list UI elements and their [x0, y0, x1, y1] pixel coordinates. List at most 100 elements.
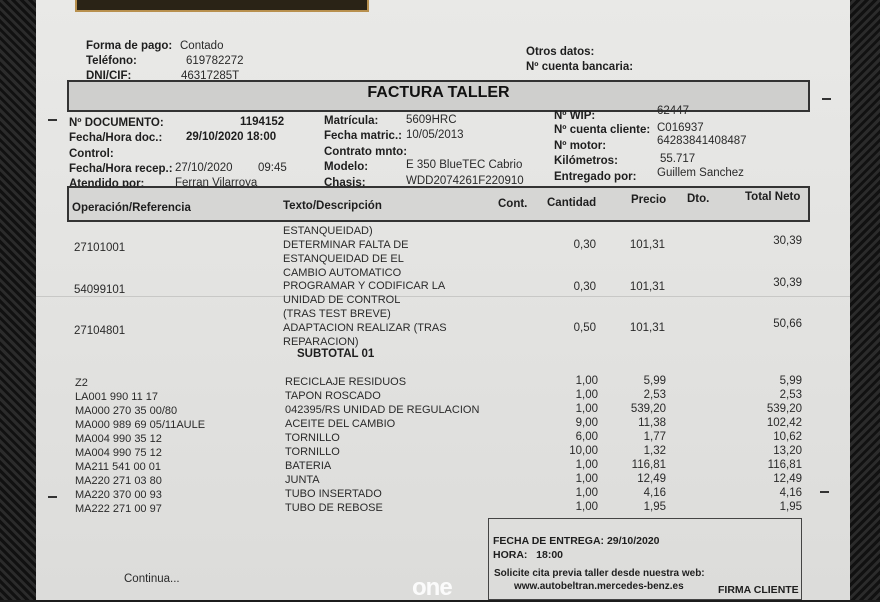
chasis-value: WDD2074261F220910 [406, 175, 524, 187]
part-desc: JUNTA [285, 474, 320, 486]
part-ref: MA220 370 00 93 [75, 489, 162, 501]
km-value: 55.717 [660, 153, 696, 165]
part-ref: MA000 989 69 05/11AULE [75, 419, 206, 431]
forma-pago-label: Forma de pago: [86, 40, 173, 52]
operation-desc-line: (TRAS TEST BREVE) [283, 308, 391, 320]
fecha-doc-value: 29/10/2020 18:00 [186, 131, 277, 143]
part-total: 116,81 [767, 459, 802, 471]
operation-precio: 101,31 [629, 280, 665, 293]
motor-label: Nº motor: [554, 140, 607, 152]
web-link[interactable]: www.autobeltran.mercedes-benz.es [514, 581, 684, 592]
wip-value: 62447 [657, 105, 689, 117]
part-cantidad: 1,00 [575, 389, 598, 401]
fold-line [36, 296, 850, 297]
part-desc: TORNILLO [285, 432, 340, 444]
recep-label: Fecha/Hora recep.: [69, 163, 173, 175]
telefono-value: 619782272 [186, 55, 244, 67]
entregado-value: Guillem Sanchez [657, 167, 744, 179]
part-total: 1,95 [779, 501, 802, 513]
part-cantidad: 1,00 [575, 487, 598, 499]
operation-desc-line: ESTANQUEIDAD) [283, 225, 373, 237]
cita-text: Solicite cita previa taller desde nuestr… [494, 568, 705, 579]
operation-cantidad: 0,30 [573, 280, 596, 293]
operation-ref: 27104801 [74, 325, 126, 337]
part-precio: 4,16 [643, 487, 666, 499]
otros-datos-label: Otros datos: [526, 46, 595, 58]
cuenta-bancaria-label: Nº cuenta bancaria: [526, 61, 634, 73]
modelo-label: Modelo: [324, 161, 369, 173]
part-precio: 12,49 [637, 473, 666, 485]
motor-value: 64283841408487 [657, 135, 747, 147]
dni-value: 46317285T [181, 70, 240, 82]
operation-desc-line: CAMBIO AUTOMATICO [283, 266, 402, 279]
operation-total: 50,66 [773, 318, 802, 330]
col-texto: Texto/Descripción [283, 200, 382, 212]
part-desc: TAPON ROSCADO [285, 390, 381, 402]
operation-desc-line: ADAPTACION REALIZAR (TRAS [283, 321, 447, 334]
part-precio: 539,20 [630, 403, 666, 415]
telefono-label: Teléfono: [86, 55, 137, 67]
part-total: 2,53 [779, 389, 802, 401]
col-total: Total Neto [745, 191, 801, 203]
part-cantidad: 1,00 [575, 473, 598, 485]
operation-ref: 27101001 [74, 242, 126, 254]
fecha-matric-label: Fecha matric.: [324, 130, 402, 142]
margin-mark [48, 496, 57, 498]
operation-desc-line: REPARACION) [283, 335, 359, 348]
margin-mark [820, 491, 829, 493]
part-precio: 2,53 [643, 389, 666, 401]
part-precio: 1,95 [643, 501, 666, 513]
watermark-logo: one [412, 574, 453, 601]
part-total: 13,20 [773, 445, 802, 457]
col-cantidad: Cantidad [547, 197, 597, 209]
recep-hora: 09:45 [258, 162, 287, 174]
background-right [850, 0, 880, 600]
part-desc: RECICLAJE RESIDUOS [285, 376, 407, 388]
fecha-entrega: FECHA DE ENTREGA: 29/10/2020 [493, 535, 660, 547]
control-label: Control: [69, 148, 114, 160]
part-ref: LA001 990 11 17 [75, 391, 158, 403]
title-band: FACTURA TALLER [67, 80, 810, 112]
hora-entrega: HORA: 18:00 [493, 549, 564, 561]
part-total: 5,99 [779, 375, 802, 387]
part-desc: ACEITE DEL CAMBIO [285, 418, 396, 430]
entregado-label: Entregado por: [554, 171, 637, 183]
operation-ref: 54099101 [74, 283, 126, 296]
background-left [0, 0, 36, 600]
part-cantidad: 9,00 [575, 417, 598, 429]
documento-label: Nº DOCUMENTO: [69, 117, 164, 129]
part-ref: MA211 541 00 01 [75, 461, 162, 473]
part-desc: BATERIA [285, 460, 332, 472]
operation-desc-line: ESTANQUEIDAD DE EL [283, 252, 404, 265]
part-ref: MA004 990 75 12 [75, 447, 162, 459]
part-total: 102,42 [766, 417, 802, 429]
operation-precio: 101,31 [629, 322, 665, 334]
continua-text: Continua... [124, 573, 180, 585]
operation-precio: 101,31 [629, 239, 665, 251]
part-cantidad: 1,00 [575, 459, 598, 471]
margin-mark [822, 98, 831, 100]
recep-fecha: 27/10/2020 [175, 162, 233, 174]
matricula-value: 5609HRC [406, 114, 457, 126]
part-desc: TUBO DE REBOSE [285, 502, 383, 514]
part-desc: 042395/RS UNIDAD DE REGULACION [285, 404, 480, 416]
part-precio: 5,99 [643, 375, 666, 387]
col-precio: Precio [631, 194, 667, 206]
part-cantidad: 1,00 [575, 375, 598, 387]
col-operacion: Operación/Referencia [72, 202, 191, 214]
col-cont: Cont. [498, 198, 528, 210]
part-cantidad: 10,00 [569, 445, 598, 457]
part-total: 4,16 [779, 487, 802, 499]
card-object [75, 0, 369, 12]
contrato-label: Contrato mnto: [324, 146, 408, 158]
part-precio: 11,38 [638, 417, 666, 429]
cuenta-cliente-label: Nº cuenta cliente: [554, 124, 651, 136]
part-ref: MA004 990 35 12 [75, 433, 162, 445]
margin-mark [48, 119, 57, 121]
part-ref: MA000 270 35 00/80 [75, 405, 178, 417]
operation-desc-line: UNIDAD DE CONTROL [283, 294, 401, 307]
part-total: 12,49 [773, 473, 802, 485]
fecha-doc-label: Fecha/Hora doc.: [69, 132, 163, 144]
part-total: 539,20 [766, 403, 802, 415]
part-precio: 1,32 [643, 445, 666, 457]
